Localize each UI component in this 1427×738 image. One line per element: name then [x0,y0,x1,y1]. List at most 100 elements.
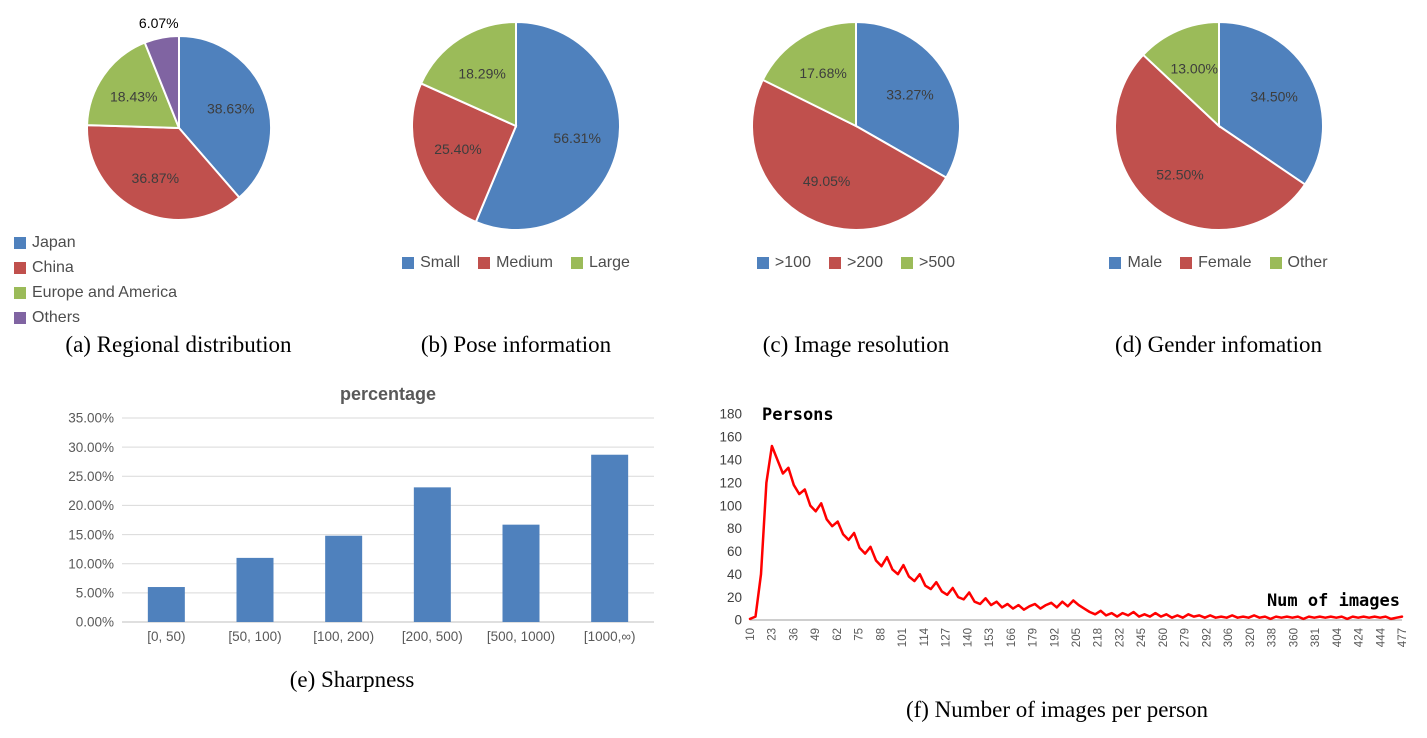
pie-value-label: 6.07% [138,15,178,31]
legend-swatch [901,257,914,269]
x-axis-tick-label: 218 [1093,628,1105,647]
bar [502,524,540,622]
legend-item: Others [14,305,177,330]
pie-value-label: 56.31% [553,130,600,146]
x-axis-tick-label: 260 [1158,628,1170,647]
pie-value-label: 18.29% [458,66,505,82]
legend-item: Large [571,254,630,272]
y-axis-tick-label: 35.00% [68,411,114,426]
pie-slice [411,82,518,224]
line-chart-images-per-person: 0 20 40 60 80 100 120 140 160 180 10 23 36 49 62 75 88 10… [704,382,1410,693]
x-axis-category-label: [500, 1000) [487,629,555,644]
legend-item: >200 [828,254,884,272]
x-axis-tick-label: 62 [832,628,844,641]
x-axis-category-label: [1000,∞) [584,629,636,644]
caption-b: (b) Pose information [420,332,612,357]
x-axis-category-label: [50, 100) [228,629,281,644]
x-axis-category-label: [200, 500) [402,629,463,644]
legend-item: >500 [901,254,955,272]
pie-value-label: 17.68% [799,65,846,81]
pie-value-label: 33.27% [886,87,933,103]
x-axis-category-label: [0, 50) [147,629,185,644]
y-axis-tick-label: 10.00% [68,556,114,571]
legend-label: Male [1127,254,1163,271]
legend-swatch [14,311,26,324]
bar [591,454,629,622]
legend-swatch [571,257,583,269]
caption-d: (d) Gender infomation [1115,332,1322,357]
legend-pose: Small Medium Large [402,254,630,272]
chart-group-pose: 56.31% 25.40% 18.29% Small Medium Large (b) … [351,6,681,358]
y-axis-title: Persons [762,405,834,425]
x-axis-tick-label: 232 [1114,628,1126,647]
legend-item: Europe and America [14,280,177,305]
x-axis-tick-label: 477 [1397,628,1409,647]
legend-label: Small [420,254,461,271]
legend-gender: Male Female Other [1109,254,1328,272]
x-axis-tick-label: 205 [1071,628,1083,647]
bar [325,535,363,622]
chart-group-regional: 38.63% 36.87% 18.43% 6.07% Japan China Europe… [6,6,351,358]
y-axis-tick-label: 20.00% [68,498,114,513]
y-axis-tick-label: 25.00% [68,469,114,484]
pie-svg: 33.27% 49.05% 17.68% [751,20,961,231]
pie-slice [85,124,241,221]
legend-item: Male [1109,254,1162,272]
x-axis-tick-label: 444 [1375,627,1387,647]
data-line [748,444,1404,621]
pie-value-label: 38.63% [206,101,253,117]
pie-value-label: 18.43% [110,88,157,104]
pie-chart-resolution: 33.27% 49.05% 17.68% [744,14,968,238]
x-axis-tick-label: 88 [875,628,887,641]
legend-item: >100 [756,254,811,272]
x-axis-tick-label: 36 [788,628,800,641]
pie-slice [751,78,948,231]
legend-item: Female [1180,254,1252,272]
legend-label: >100 [774,254,811,271]
x-axis-tick-label: 49 [810,628,822,641]
pie-slice [761,20,857,128]
legend-item: Other [1269,254,1328,272]
legend-label: Others [32,308,81,326]
y-axis-tick-label: 180 [719,407,742,422]
bar-chart-svg: percentage 0.00% 5.00% 10.00% 15.00% 20.00% 25… [68,384,654,644]
legend-label: Japan [32,233,76,251]
y-axis-tick-label: 30.00% [68,440,114,455]
y-axis-tick-label: 0 [734,613,742,628]
y-axis-tick-label: 5.00% [76,586,114,601]
x-axis-tick-label: 320 [1245,628,1257,647]
legend-label: Large [589,254,630,271]
y-axis-tick-label: 60 [727,544,742,559]
x-axis-title: Num of images [1267,591,1400,611]
x-axis-tick-label: 338 [1267,628,1279,647]
x-axis-category-label: [100, 200) [313,629,374,644]
legend-item: Japan [14,230,177,255]
y-axis-tick-label: 15.00% [68,527,114,542]
caption-a: (a) Regional distribution [65,332,292,357]
pie-svg: 56.31% 25.40% 18.29% [411,20,621,231]
x-axis-tick-label: 140 [962,628,974,647]
pie-value-label: 49.05% [803,173,850,189]
bottom-row: percentage 0.00% 5.00% 10.00% 15.00% 20.00% 25… [0,382,1427,723]
pie-slice [177,34,272,199]
legend-swatch [14,286,26,299]
x-axis-tick-label: 166 [1006,628,1018,647]
legend-resolution: >100 >200 >500 [756,254,955,272]
bar [413,487,451,622]
x-axis-tick-label: 292 [1201,628,1213,647]
legend-swatch [828,257,841,269]
bar-chart-group: percentage 0.00% 5.00% 10.00% 15.00% 20.00% 25… [40,382,664,693]
pie-value-label: 34.50% [1250,89,1297,105]
x-axis-tick-label: 179 [1028,628,1040,647]
y-axis-tick-label: 0.00% [76,615,114,630]
y-axis-tick-label: 140 [719,453,742,468]
legend-swatch [756,257,769,269]
pie-svg: 38.63% 36.87% 18.43% 6.07% [85,15,272,221]
bar [236,557,274,622]
pie-slice [855,20,961,180]
pie-slice [1141,20,1220,129]
legend-label: >200 [846,254,884,271]
pie-value-label: 36.87% [131,170,178,186]
line-chart-svg: 0 20 40 60 80 100 120 140 160 180 10 23 36 49 62 75 88 10… [719,405,1409,647]
